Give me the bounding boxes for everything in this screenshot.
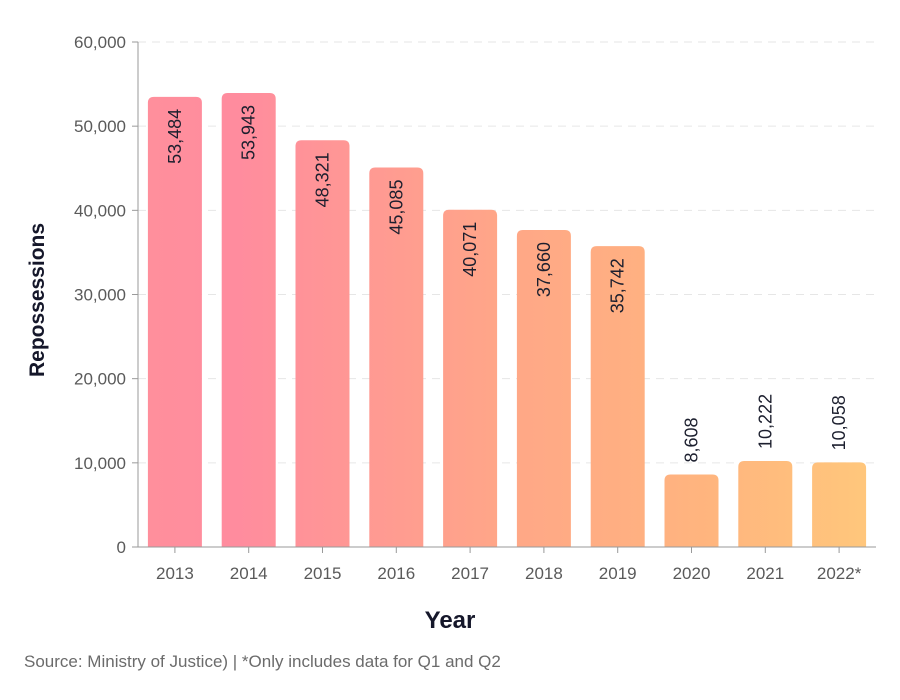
y-tick-label: 10,000	[74, 454, 126, 473]
bar-value-label: 53,484	[165, 109, 185, 164]
bar-value-label: 53,943	[239, 105, 259, 160]
bar-value-label: 48,321	[313, 152, 333, 207]
x-tick-label: 2019	[599, 564, 637, 583]
bar-2018	[516, 230, 571, 548]
bar-value-label: 8,608	[682, 418, 702, 463]
bar-2020	[664, 474, 719, 547]
labels: 53,484 53,943 48,321 45,085 40,071 37,660 35,7…	[165, 105, 849, 463]
x-axis-title: Year	[425, 607, 476, 634]
bar-2019	[590, 246, 645, 547]
bar-value-label: 10,222	[755, 394, 775, 449]
bar-2014	[221, 92, 276, 548]
bar-2013	[147, 96, 202, 547]
bar-value-label: 45,085	[386, 180, 406, 235]
source-note: Source: Ministry of Justice) | *Only inc…	[24, 652, 501, 671]
bar-chart: 0 10,000 20,000 30,000 40,000 50,000 60,000 201…	[26, 33, 876, 634]
y-tick-label: 50,000	[74, 117, 126, 136]
axes: 0 10,000 20,000 30,000 40,000 50,000 60,000 201…	[74, 33, 876, 583]
y-tick-label: 0	[117, 538, 126, 557]
x-tick-label: 2016	[377, 564, 415, 583]
bar-value-label: 40,071	[460, 222, 480, 277]
x-tick-label: 2014	[230, 564, 268, 583]
bar-2022-star	[812, 462, 867, 547]
x-tick-label: 2022*	[817, 564, 862, 583]
bar-value-label: 37,660	[534, 242, 554, 297]
x-tick-label: 2020	[673, 564, 711, 583]
gridlines	[138, 41, 876, 464]
bars	[147, 92, 867, 548]
y-tick-label: 20,000	[74, 370, 126, 389]
bar-value-label: 10,058	[829, 395, 849, 450]
y-tick-label: 40,000	[74, 201, 126, 220]
y-tick-label: 60,000	[74, 33, 126, 52]
bar-2015	[295, 140, 350, 547]
x-tick-label: 2021	[746, 564, 784, 583]
y-tick-label: 30,000	[74, 286, 126, 305]
bar-2017	[443, 209, 498, 547]
x-tick-label: 2017	[451, 564, 489, 583]
x-tick-label: 2015	[304, 564, 342, 583]
bar-value-label: 35,742	[608, 258, 628, 313]
bar-2016	[369, 167, 424, 547]
x-tick-label: 2013	[156, 564, 194, 583]
x-tick-label: 2018	[525, 564, 563, 583]
y-axis-title: Repossessions	[26, 223, 49, 377]
bar-2021	[738, 460, 793, 547]
